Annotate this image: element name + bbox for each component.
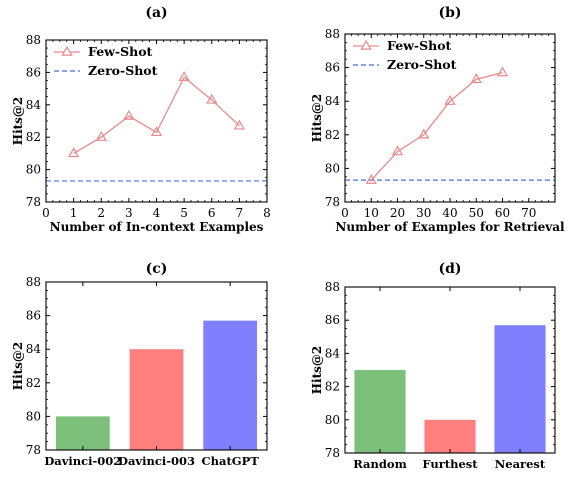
few-shot-point (95, 130, 107, 141)
y-tick-label: 84 (325, 346, 341, 360)
few-shot-point (178, 71, 190, 81)
few-shot-point (233, 119, 246, 130)
y-tick-label: 86 (325, 61, 340, 75)
x-tick-label: 30 (416, 206, 431, 220)
x-tick-label: 5 (180, 206, 188, 220)
x-category-label: Random (353, 457, 407, 471)
plot-frame (344, 33, 556, 203)
chart-panel-c: (c) Hits@2 78 80 82 84 86 88 Davinci-002Davinci-… (11, 261, 268, 468)
x-tick-label: 60 (495, 206, 510, 220)
bar-nearest (494, 325, 546, 453)
chart-title: (c) (146, 261, 168, 277)
y-tick-label: 84 (26, 342, 42, 356)
few-shot-point (206, 93, 218, 104)
x-tick-label: 40 (442, 206, 457, 220)
x-tick-label: 50 (469, 206, 484, 220)
x-tick-label: 20 (390, 206, 405, 220)
x-category-label: ChatGPT (202, 454, 260, 468)
bar-chatgpt (203, 320, 258, 450)
bar-davinci-003 (129, 349, 184, 450)
plot-frame (45, 281, 268, 451)
y-tick-label: 86 (325, 313, 340, 327)
x-category-label: Davinci-002 (44, 454, 121, 468)
few-shot-line (73, 76, 240, 154)
y-tick-label: 80 (325, 413, 340, 427)
x-tick-label: 0 (42, 206, 50, 220)
y-tick-label: 86 (26, 65, 41, 79)
y-tick-label: 88 (325, 280, 340, 294)
few-shot-point (391, 145, 404, 156)
bar-random (354, 370, 406, 453)
x-tick-label: 70 (521, 206, 536, 220)
few-shot-line (370, 72, 503, 181)
chart-title: (b) (438, 5, 461, 21)
legend-zero-shot-label: Zero-Shot (387, 57, 457, 72)
x-tick-label: 3 (125, 206, 133, 220)
y-tick-label: 86 (26, 309, 41, 323)
x-tick-label: 1 (70, 206, 78, 220)
x-category-label: Davinci-003 (118, 454, 195, 468)
y-tick-label: 84 (325, 94, 341, 108)
few-shot-point (496, 66, 509, 77)
y-axis-label: Hits@2 (310, 346, 324, 395)
x-axis-label: Number of Examples for Retrieval (335, 220, 565, 234)
y-tick-label: 78 (26, 195, 41, 209)
chart-panel-b: (b) Hits@2 78 80 82 84 86 88 0 10 20 30 40 50 60 70Numb… (310, 5, 565, 234)
y-tick-label: 80 (325, 161, 340, 175)
few-shot-point (365, 173, 377, 184)
few-shot-point (67, 147, 80, 158)
plot-frame (344, 286, 556, 454)
y-tick-label: 88 (26, 275, 41, 289)
legend-few-shot-label: Few-Shot (88, 44, 153, 59)
x-tick-label: 8 (263, 206, 271, 220)
chart-panel-d: (d) Hits@2 78 80 82 84 86 88 Random Furthest Neare… (310, 261, 556, 471)
few-shot-point (444, 94, 456, 105)
few-shot-point (470, 73, 482, 84)
x-tick-label: 4 (153, 206, 161, 220)
x-category-label: Furthest (422, 457, 478, 471)
x-axis-label: Number of In-context Examples (50, 220, 264, 234)
bar-davinci-002 (55, 416, 110, 450)
y-tick-label: 78 (26, 443, 41, 457)
x-tick-label: 0 (341, 206, 349, 220)
legend-few-shot-marker (61, 45, 73, 56)
bar-furthest (424, 419, 476, 453)
x-category-label: Nearest (495, 457, 546, 471)
y-tick-label: 82 (26, 130, 41, 144)
x-tick-label: 2 (97, 206, 105, 220)
legend-zero-shot-label: Zero-Shot (88, 63, 158, 78)
chart-title: (a) (145, 5, 167, 21)
y-tick-label: 82 (325, 128, 340, 142)
x-tick-label: 6 (208, 206, 216, 220)
few-shot-point (123, 109, 135, 120)
y-tick-label: 78 (325, 446, 340, 460)
plot-frame (45, 39, 268, 203)
y-tick-label: 78 (325, 195, 340, 209)
y-axis-label: Hits@2 (11, 342, 25, 391)
y-tick-label: 80 (26, 409, 41, 423)
y-tick-label: 84 (26, 98, 42, 112)
y-tick-label: 82 (26, 376, 41, 390)
y-axis-label: Hits@2 (310, 94, 324, 143)
x-tick-label: 10 (364, 206, 379, 220)
y-tick-label: 80 (26, 163, 41, 177)
y-tick-label: 82 (325, 380, 340, 394)
legend-few-shot-label: Few-Shot (387, 38, 452, 53)
y-tick-label: 88 (325, 27, 340, 41)
few-shot-point (418, 128, 430, 139)
chart-title: (d) (438, 261, 461, 277)
x-tick-label: 7 (236, 206, 244, 220)
y-tick-label: 88 (26, 33, 41, 47)
few-shot-point (150, 126, 163, 137)
legend-few-shot-marker (360, 39, 372, 50)
y-axis-label: Hits@2 (11, 97, 25, 146)
